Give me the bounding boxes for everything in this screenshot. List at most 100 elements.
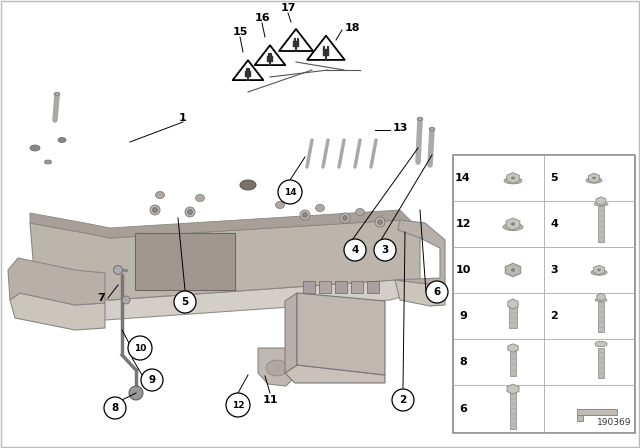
Polygon shape [597,293,605,301]
Text: 16: 16 [254,13,270,23]
Text: 14: 14 [284,188,296,197]
Text: 14: 14 [455,173,471,183]
Text: 1: 1 [179,113,187,123]
Text: 10: 10 [134,344,146,353]
Circle shape [152,207,157,212]
Text: 8: 8 [111,403,118,413]
Polygon shape [508,344,518,352]
Circle shape [129,386,143,400]
Bar [510,389,516,429]
Circle shape [104,397,126,419]
Ellipse shape [511,177,515,179]
Polygon shape [395,280,445,306]
Text: 9: 9 [459,311,467,321]
Polygon shape [505,263,521,277]
Bar [577,415,583,421]
Ellipse shape [595,298,607,302]
Text: 17: 17 [280,3,296,13]
Ellipse shape [58,138,66,142]
Text: 3: 3 [550,265,558,275]
Bar [268,56,273,61]
Text: 8: 8 [459,357,467,367]
Bar [293,41,299,47]
Circle shape [344,239,366,261]
Text: 7: 7 [97,293,105,303]
Text: 12: 12 [232,401,244,409]
Ellipse shape [595,341,607,347]
Polygon shape [395,220,445,286]
Text: 5: 5 [550,173,558,183]
Text: 18: 18 [344,23,360,33]
Bar [598,206,604,242]
Polygon shape [593,265,605,275]
Ellipse shape [593,177,595,179]
Polygon shape [507,172,519,183]
Ellipse shape [240,180,256,190]
Polygon shape [367,281,379,293]
Circle shape [128,336,152,360]
Polygon shape [335,281,347,293]
Polygon shape [588,173,600,183]
Ellipse shape [511,269,515,271]
Polygon shape [258,348,296,386]
Ellipse shape [195,194,205,202]
Ellipse shape [429,128,435,130]
Bar [245,72,251,77]
Polygon shape [285,293,297,373]
Text: 5: 5 [181,297,189,307]
Ellipse shape [503,224,523,231]
Circle shape [150,205,160,215]
Ellipse shape [586,177,602,183]
Circle shape [141,369,163,391]
Polygon shape [297,293,385,375]
Text: 10: 10 [455,265,470,275]
Polygon shape [506,218,520,230]
Polygon shape [279,29,313,51]
Circle shape [392,389,414,411]
Polygon shape [135,233,235,290]
Circle shape [278,180,302,204]
Circle shape [375,217,385,227]
Polygon shape [8,258,105,305]
Ellipse shape [45,160,51,164]
Circle shape [340,213,350,223]
Polygon shape [508,299,518,309]
Text: 11: 11 [262,395,278,405]
Text: 15: 15 [232,27,248,37]
Text: 4: 4 [550,219,558,229]
Bar [510,348,516,376]
Circle shape [303,212,307,217]
Circle shape [300,210,310,220]
Text: 6: 6 [459,404,467,414]
Bar [577,409,617,415]
Circle shape [185,207,195,217]
Ellipse shape [266,360,288,376]
Polygon shape [10,293,105,330]
Bar [509,304,517,328]
Text: 190369: 190369 [596,418,631,427]
Ellipse shape [275,202,285,208]
Circle shape [378,220,383,224]
Polygon shape [233,60,263,80]
Bar [598,348,604,378]
Circle shape [374,239,396,261]
Bar [453,155,635,433]
Circle shape [113,266,122,275]
Text: 13: 13 [392,123,408,133]
Ellipse shape [591,270,607,275]
Ellipse shape [594,202,608,206]
Text: 9: 9 [148,375,156,385]
Text: 6: 6 [433,287,440,297]
Polygon shape [30,220,420,300]
Ellipse shape [598,269,600,271]
Circle shape [342,215,348,220]
Ellipse shape [156,191,164,198]
Ellipse shape [504,177,522,184]
Circle shape [226,393,250,417]
Ellipse shape [417,117,422,121]
Polygon shape [596,197,606,205]
Ellipse shape [30,145,40,151]
Circle shape [188,210,193,215]
Polygon shape [30,280,420,320]
Polygon shape [507,384,519,394]
